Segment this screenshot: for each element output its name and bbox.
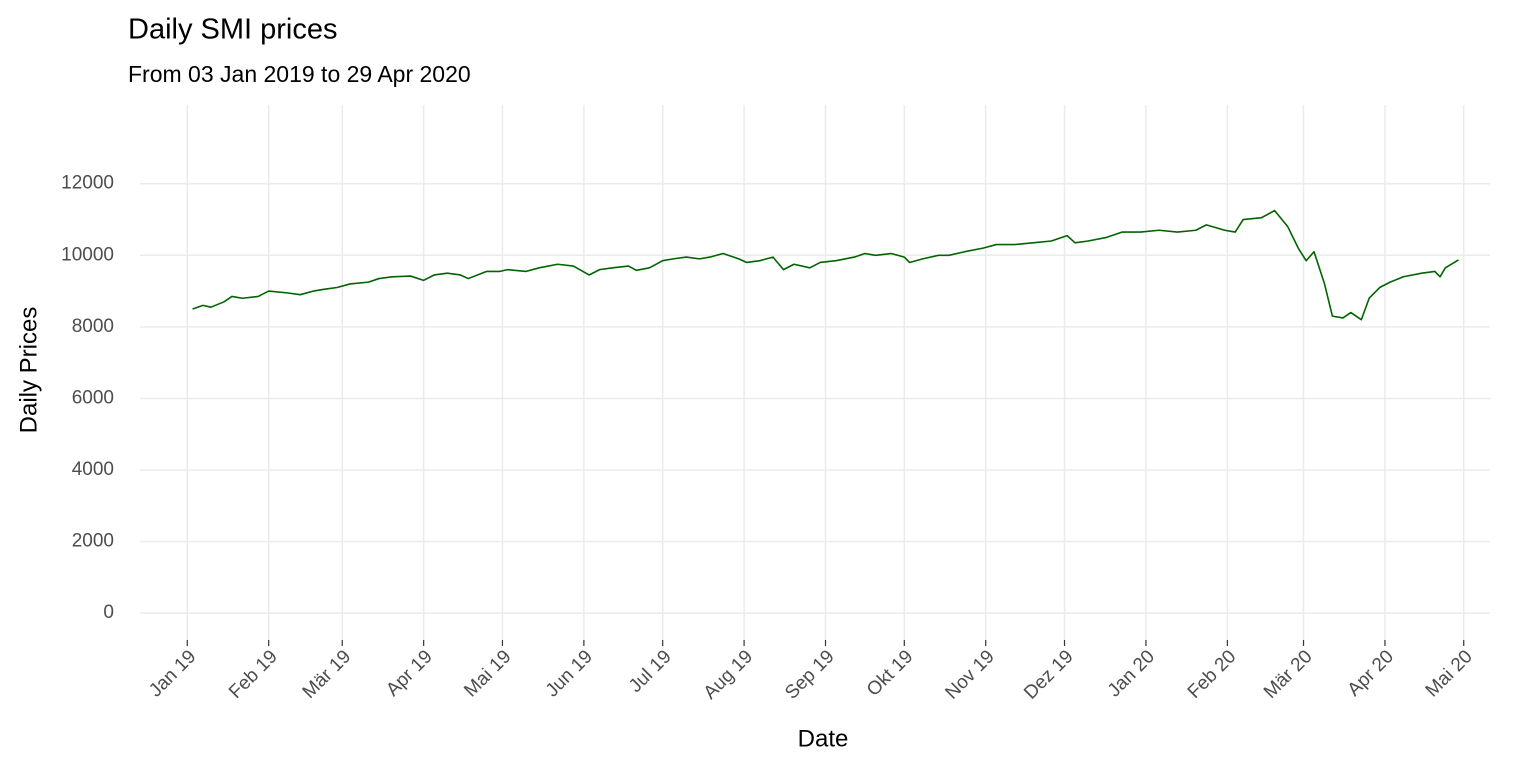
y-tick-label: 2000 [72, 531, 114, 552]
x-tick-label: Aug 19 [700, 646, 757, 703]
x-tick-label: Mär 19 [299, 646, 356, 703]
x-tick-label: Apr 19 [382, 646, 436, 700]
x-tick-label: Jul 19 [625, 646, 676, 697]
x-tick-label: Apr 20 [1344, 646, 1398, 700]
y-axis-title: Daily Prices [15, 307, 42, 434]
x-tick-label: Okt 19 [863, 646, 917, 700]
x-tick-label: Feb 19 [225, 646, 282, 703]
chart-title: Daily SMI prices [128, 14, 338, 46]
y-tick-label: 0 [103, 602, 114, 623]
x-tick-label: Jan 20 [1104, 646, 1159, 701]
x-tick-label: Jun 19 [542, 646, 597, 701]
chart-subtitle: From 03 Jan 2019 to 29 Apr 2020 [128, 61, 471, 87]
y-tick-label: 8000 [72, 316, 114, 337]
y-tick-label: 10000 [61, 244, 114, 265]
x-tick-label: Mär 20 [1260, 646, 1317, 703]
x-tick-label: Nov 19 [941, 646, 998, 703]
price-line [192, 209, 1459, 321]
x-tick-label: Mai 19 [460, 646, 515, 701]
x-tick-label: Feb 20 [1184, 646, 1241, 703]
y-tick-label: 6000 [72, 387, 114, 408]
y-tick-label: 4000 [72, 459, 114, 480]
x-tick-label: Sep 19 [781, 646, 838, 703]
x-axis-title: Date [798, 725, 849, 752]
x-tick-label: Mai 20 [1422, 646, 1477, 701]
x-tick-label: Jan 19 [145, 646, 200, 701]
y-tick-label: 12000 [61, 173, 114, 194]
x-tick-label: Dez 19 [1020, 646, 1077, 703]
